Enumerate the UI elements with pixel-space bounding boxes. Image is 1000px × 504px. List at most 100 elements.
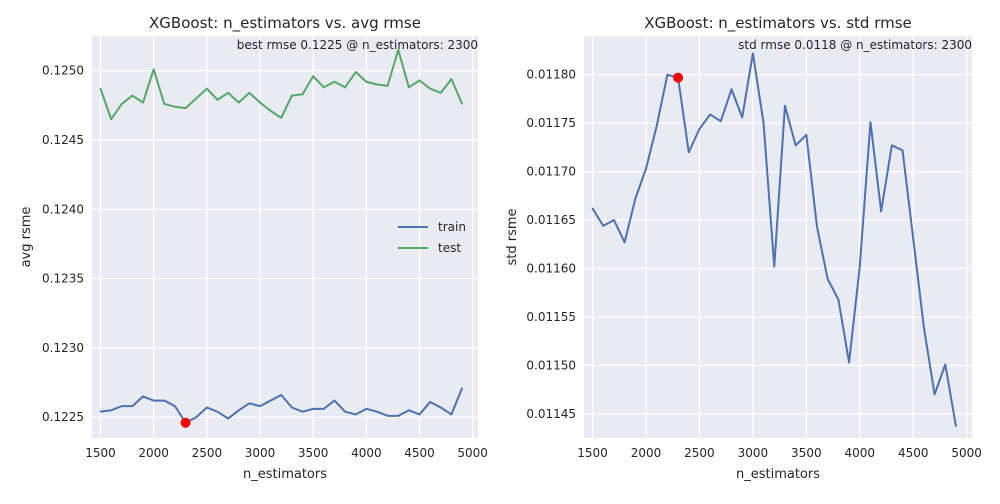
data-point [354,71,357,73]
data-point [816,226,818,228]
std-annotation: std rmse 0.0118 @ n_estimators: 2300 [738,38,972,52]
data-point [408,86,410,89]
grid [584,36,972,438]
data-point [131,94,134,97]
data-point [418,413,421,416]
data-point [826,278,829,280]
chart-std-rmse: 1500 2000 2500 3000 3500 4000 4500 5000 0.01145 0… [505,14,982,482]
x-tick-label: 3000 [738,446,769,460]
data-point [216,98,219,101]
data-point [206,87,208,90]
data-point [227,417,229,420]
x-tick-label: 2000 [138,446,169,460]
data-point [163,103,166,105]
data-point [429,87,431,90]
data-point [397,49,400,51]
data-point [408,409,410,412]
data-point [291,406,293,409]
data-point [110,409,112,412]
data-point [120,405,123,407]
data-point [944,363,947,366]
best-point-marker [673,72,684,83]
data-point [439,92,442,94]
data-point [923,326,925,329]
x-tick-label: 3500 [791,446,822,460]
data-point [227,92,229,94]
data-point [418,79,421,82]
data-point [848,361,850,364]
chart-title: XGBoost: n_estimators vs. avg rmse [149,14,421,33]
plot-area [584,36,972,438]
chart-avg-rmse: 1500 2000 2500 3000 3500 4000 4500 5000 0.1225 0.… [19,14,488,482]
y-tick-label: 0.01160 [526,261,576,275]
data-point [365,80,368,83]
best-annotation: best rmse 0.1225 @ n_estimators: 2300 [237,38,478,52]
data-point [461,387,463,389]
data-point [99,410,102,413]
data-point [323,408,325,410]
x-tick-label: 2000 [631,446,662,460]
tick-labels: 1500 2000 2500 3000 3500 4000 4500 5000 0.01145 0… [526,68,982,460]
data-point [174,405,176,407]
data-point [386,85,389,87]
grid [92,36,478,438]
x-tick-label: 3000 [245,446,276,460]
data-point [955,425,957,428]
data-point [259,101,261,104]
best-point-marker [180,417,191,428]
x-tick-label: 2500 [192,446,223,460]
data-point [206,406,208,409]
tick-labels: 1500 2000 2500 3000 3500 4000 4500 5000 0.1225 0.… [42,64,488,460]
data-point [216,410,219,413]
y-tick-label: 0.01175 [526,116,576,130]
series-group [591,52,957,428]
data-point [333,399,336,402]
data-point [280,394,283,396]
data-point [397,415,400,417]
data-point [386,415,389,417]
data-point [762,122,765,124]
data-point [591,207,594,210]
data-point [195,97,198,100]
data-point [248,92,251,94]
data-point [429,401,431,403]
data-point [152,399,155,402]
data-point [784,104,786,107]
data-point [837,298,840,301]
data-point [698,128,701,130]
data-point [323,86,325,89]
x-tick-label: 5000 [951,446,982,460]
data-point [901,149,904,152]
y-tick-label: 0.1245 [42,133,84,147]
x-axis-label: n_estimators [243,467,327,482]
data-point [174,105,176,108]
data-point [184,107,187,109]
data-point [237,101,240,104]
y-tick-label: 0.1230 [42,341,84,355]
data-point [655,125,658,127]
data-point [301,93,304,96]
data-point [880,210,882,213]
data-point [439,406,442,409]
data-point [142,101,144,104]
data-point [602,225,605,227]
data-point [365,408,368,410]
data-point [450,78,453,80]
y-tick-label: 0.01150 [526,358,576,372]
x-tick-label: 4500 [404,446,435,460]
y-axis-label: std rsme [505,208,520,265]
x-tick-label: 3500 [298,446,329,460]
legend-label-train: train [438,220,466,234]
legend-label-test: test [438,241,461,255]
y-tick-label: 0.1250 [42,64,84,78]
data-point [773,265,776,268]
data-point [344,410,346,413]
y-tick-label: 0.1225 [42,410,84,424]
data-point [99,87,102,90]
data-point [259,405,261,407]
x-axis-label: n_estimators [736,467,820,482]
data-point [269,110,272,112]
y-tick-label: 0.01145 [526,407,576,421]
data-point [110,118,112,120]
